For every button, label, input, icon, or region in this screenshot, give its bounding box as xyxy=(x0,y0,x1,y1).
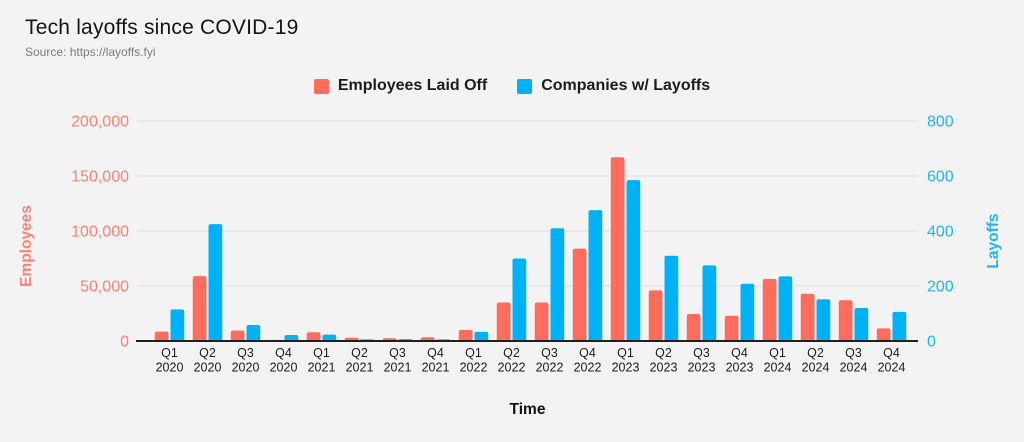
bar-employees-Q1-2024[interactable] xyxy=(762,278,777,341)
page-title: Tech layoffs since COVID-19 xyxy=(25,16,299,39)
x-tick-year: 2020 xyxy=(156,361,184,375)
x-tick-quarter: Q1 xyxy=(313,346,330,360)
x-tick-year: 2022 xyxy=(574,361,602,375)
legend-item-employees[interactable]: Employees Laid Off xyxy=(313,77,488,95)
bar-companies-Q4-2022[interactable] xyxy=(588,210,603,341)
bar-companies-Q1-2023[interactable] xyxy=(626,180,641,341)
left-axis-tick: 150,000 xyxy=(71,169,129,186)
x-tick-quarter: Q1 xyxy=(617,346,634,360)
x-tick-quarter: Q4 xyxy=(427,346,444,360)
right-axis-tick: 0 xyxy=(927,334,936,351)
bar-companies-Q4-2023[interactable] xyxy=(740,283,755,341)
left-axis-title: Employees xyxy=(18,205,35,287)
chart-header: Tech layoffs since COVID-19 Source: http… xyxy=(25,16,298,59)
x-tick-quarter: Q4 xyxy=(579,346,596,360)
x-tick-quarter: Q3 xyxy=(541,346,558,360)
x-tick-quarter: Q1 xyxy=(465,346,482,360)
bar-companies-Q3-2024[interactable] xyxy=(854,308,869,341)
x-tick-year: 2021 xyxy=(346,361,374,375)
bar-employees-Q2-2022[interactable] xyxy=(496,302,511,342)
right-axis-tick: 400 xyxy=(927,224,954,241)
left-axis-tick: 50,000 xyxy=(80,279,129,296)
x-tick-quarter: Q2 xyxy=(655,346,672,360)
legend-label-companies: Companies w/ Layoffs xyxy=(541,77,711,94)
legend-swatch-employees xyxy=(313,78,329,94)
right-axis-tick: 200 xyxy=(927,279,954,296)
x-tick-year: 2022 xyxy=(536,361,564,375)
left-axis-tick: 0 xyxy=(120,334,129,351)
bar-companies-Q4-2020[interactable] xyxy=(284,334,299,341)
x-tick-year: 2024 xyxy=(840,361,868,375)
x-tick-quarter: Q1 xyxy=(161,346,178,360)
bar-companies-Q3-2022[interactable] xyxy=(550,228,565,341)
legend-swatch-companies xyxy=(517,78,533,94)
bar-companies-Q3-2023[interactable] xyxy=(702,265,717,341)
x-tick-year: 2020 xyxy=(270,361,298,375)
bar-companies-Q1-2022[interactable] xyxy=(474,331,489,341)
bar-companies-Q2-2023[interactable] xyxy=(664,255,679,341)
bar-employees-Q1-2021[interactable] xyxy=(306,332,321,341)
left-axis-tick: 200,000 xyxy=(71,114,129,131)
bar-employees-Q4-2024[interactable] xyxy=(876,328,891,341)
left-axis-tick: 100,000 xyxy=(71,224,129,241)
bar-employees-Q3-2024[interactable] xyxy=(838,300,853,341)
bar-employees-Q2-2023[interactable] xyxy=(648,290,663,341)
bar-companies-Q2-2022[interactable] xyxy=(512,258,527,342)
right-axis-tick: 600 xyxy=(927,169,954,186)
legend: Employees Laid Off Companies w/ Layoffs xyxy=(0,77,1024,95)
x-tick-quarter: Q2 xyxy=(351,346,368,360)
x-tick-year: 2023 xyxy=(612,361,640,375)
x-tick-year: 2021 xyxy=(384,361,412,375)
x-tick-quarter: Q2 xyxy=(503,346,520,360)
x-tick-quarter: Q3 xyxy=(693,346,710,360)
x-tick-quarter: Q3 xyxy=(845,346,862,360)
bar-employees-Q1-2020[interactable] xyxy=(154,331,169,341)
bar-companies-Q2-2024[interactable] xyxy=(816,299,831,341)
x-tick-quarter: Q3 xyxy=(389,346,406,360)
x-tick-quarter: Q3 xyxy=(237,346,254,360)
x-tick-year: 2023 xyxy=(650,361,678,375)
x-tick-year: 2021 xyxy=(308,361,336,375)
x-tick-quarter: Q2 xyxy=(807,346,824,360)
bar-employees-Q1-2022[interactable] xyxy=(458,330,473,341)
bar-employees-Q2-2024[interactable] xyxy=(800,293,815,341)
legend-label-employees: Employees Laid Off xyxy=(337,77,488,94)
bar-employees-Q3-2022[interactable] xyxy=(534,302,549,342)
x-tick-year: 2024 xyxy=(878,361,906,375)
bar-companies-Q3-2020[interactable] xyxy=(246,325,261,341)
bar-employees-Q3-2023[interactable] xyxy=(686,314,701,341)
x-tick-year: 2024 xyxy=(802,361,830,375)
x-tick-year: 2022 xyxy=(460,361,488,375)
x-tick-quarter: Q4 xyxy=(731,346,748,360)
bar-companies-Q1-2020[interactable] xyxy=(170,309,185,341)
x-tick-year: 2020 xyxy=(232,361,260,375)
bar-employees-Q3-2020[interactable] xyxy=(230,330,245,341)
legend-item-companies[interactable]: Companies w/ Layoffs xyxy=(517,77,710,95)
x-tick-year: 2022 xyxy=(498,361,526,375)
bar-companies-Q1-2024[interactable] xyxy=(778,276,793,341)
x-tick-quarter: Q4 xyxy=(883,346,900,360)
bar-employees-Q4-2022[interactable] xyxy=(572,248,587,341)
x-tick-year: 2021 xyxy=(422,361,450,375)
x-tick-quarter: Q2 xyxy=(199,346,216,360)
bar-companies-Q4-2024[interactable] xyxy=(892,311,907,341)
x-tick-year: 2023 xyxy=(726,361,754,375)
x-tick-year: 2023 xyxy=(688,361,716,375)
bar-companies-Q1-2021[interactable] xyxy=(322,334,337,341)
source-caption: Source: https://layoffs.fyi xyxy=(25,45,156,59)
bar-companies-Q2-2020[interactable] xyxy=(208,224,223,341)
right-axis-title: Layoffs xyxy=(985,213,1002,268)
x-tick-quarter: Q4 xyxy=(275,346,292,360)
bar-employees-Q1-2023[interactable] xyxy=(610,157,625,341)
bar-employees-Q2-2020[interactable] xyxy=(192,276,207,341)
right-axis-tick: 800 xyxy=(927,114,954,131)
x-axis-title: Time xyxy=(510,401,546,418)
bar-employees-Q4-2023[interactable] xyxy=(724,315,739,341)
x-tick-quarter: Q1 xyxy=(769,346,786,360)
x-tick-year: 2024 xyxy=(764,361,792,375)
x-tick-year: 2020 xyxy=(194,361,222,375)
